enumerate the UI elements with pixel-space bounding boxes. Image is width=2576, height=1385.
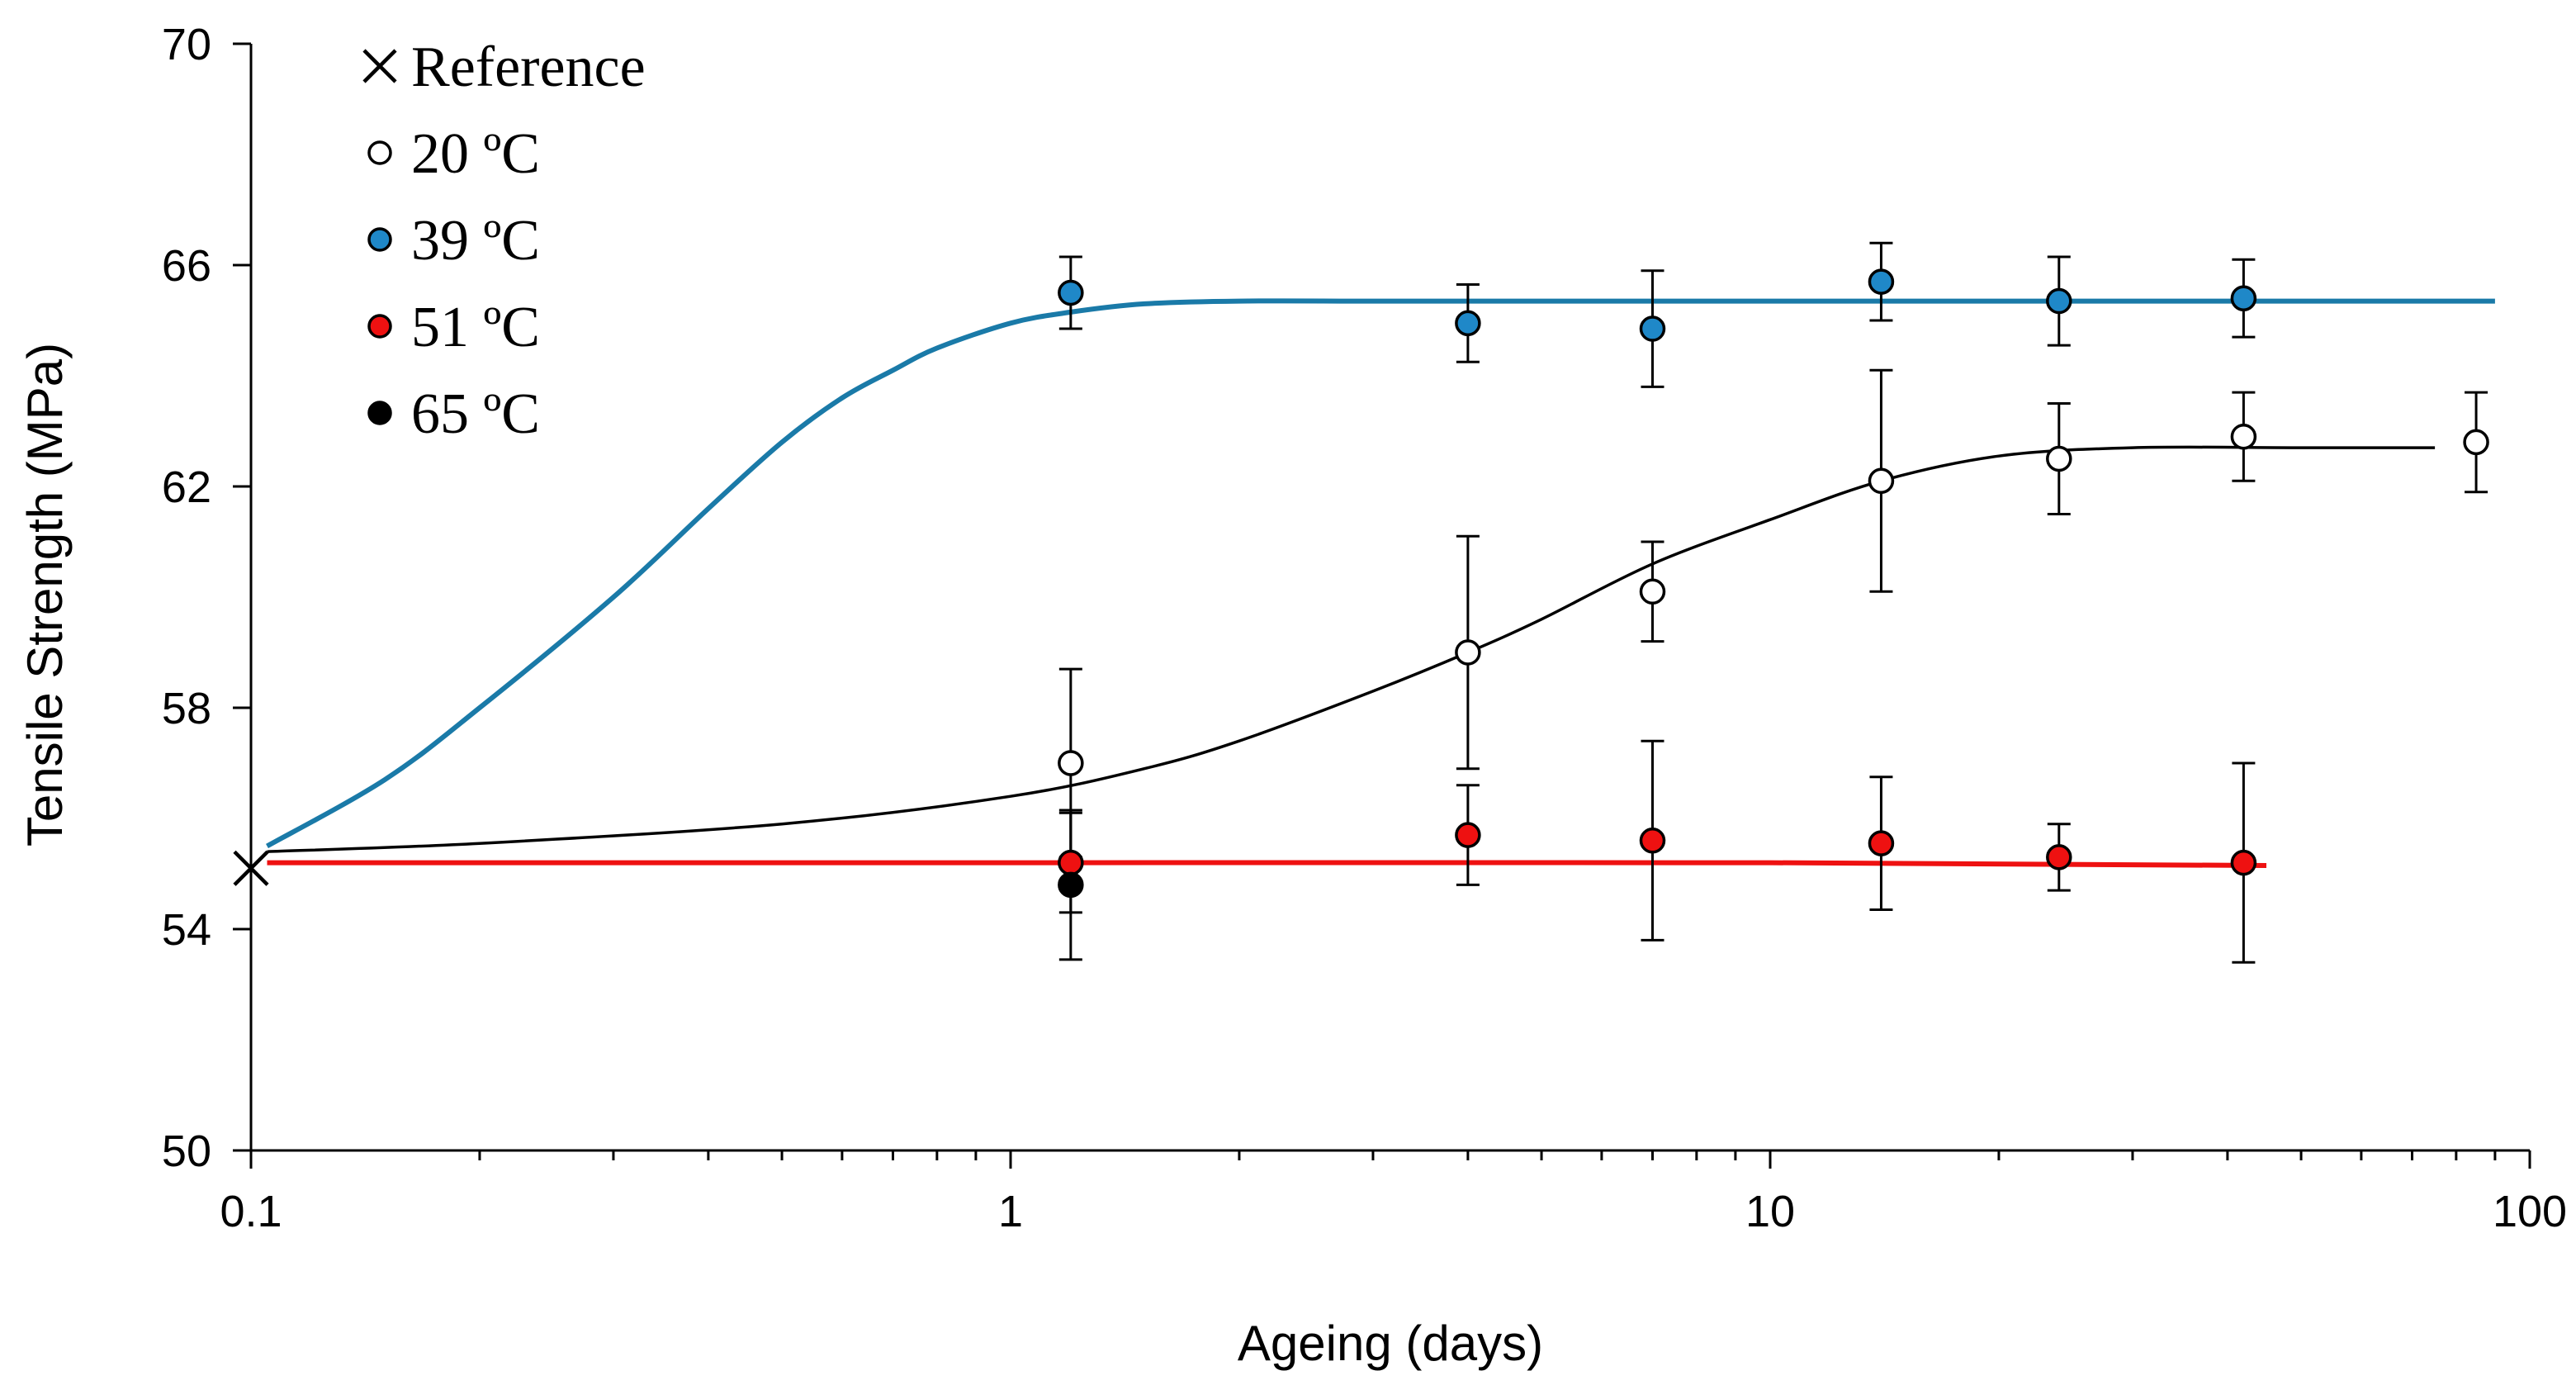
legend-item: 39 ºC	[367, 209, 540, 273]
x-axis-title: Ageing (days)	[1238, 1316, 1543, 1371]
y-tick-label: 62	[162, 462, 211, 512]
reference-marker	[233, 850, 269, 886]
legend-marker-x	[362, 49, 397, 83]
ticks: 50 54 58 62 66 70 0.1 1 10 100	[162, 20, 2567, 1236]
data-point	[1058, 849, 1084, 876]
data-point	[2230, 285, 2257, 311]
data-point	[1639, 828, 1666, 854]
data-point	[2046, 844, 2072, 870]
y-tick-label: 66	[162, 241, 211, 291]
legend-marker	[367, 314, 392, 339]
x-tick-label: 1	[998, 1187, 1023, 1236]
data-point	[2463, 429, 2489, 456]
legend-label: 51 ºC	[411, 296, 540, 359]
y-tick-label: 54	[162, 905, 211, 955]
error-bars	[1058, 241, 2488, 964]
fit-curves	[266, 298, 2495, 868]
data-point	[2046, 445, 2072, 472]
axes	[249, 44, 2530, 1152]
x-tick-label: 10	[1745, 1187, 1795, 1236]
x-tick-label: 100	[2493, 1187, 2567, 1236]
data-point	[1455, 639, 1481, 666]
data-point	[1868, 467, 1895, 495]
legend-item: Reference	[362, 36, 646, 99]
legend-item: 51 ºC	[367, 296, 540, 359]
legend-label: Reference	[411, 36, 646, 99]
legend-item: 65 ºC	[367, 382, 540, 446]
fit-curve-series-0	[267, 445, 2436, 853]
x-tick-label: 0.1	[220, 1187, 282, 1236]
data-point	[1058, 279, 1084, 306]
data-point	[2230, 423, 2257, 450]
legend-label: 39 ºC	[411, 209, 540, 273]
data-point	[1058, 871, 1084, 899]
legend: Reference 20 ºC 39 ºC 51 ºC 65 ºC	[362, 36, 646, 446]
data-point	[1455, 310, 1481, 337]
legend-item: 20 ºC	[367, 122, 540, 186]
data-point	[1455, 822, 1481, 848]
y-axis-title: Tensile Strength (MPa)	[17, 343, 73, 847]
legend-marker	[367, 140, 392, 165]
data-point	[1868, 830, 1895, 856]
y-tick-label: 58	[162, 684, 211, 733]
data-point	[2230, 849, 2257, 876]
legend-label: 65 ºC	[411, 382, 540, 446]
data-point	[2046, 287, 2072, 315]
data-point	[1058, 750, 1084, 776]
legend-marker	[367, 401, 392, 425]
y-tick-label: 70	[162, 20, 211, 69]
data-point	[1639, 578, 1666, 605]
data-points	[1058, 268, 2489, 899]
fit-curve-series-1	[266, 298, 2495, 849]
reference-x-stroke	[233, 850, 269, 886]
y-tick-label: 50	[162, 1126, 211, 1176]
legend-marker	[367, 227, 392, 252]
legend-label: 20 ºC	[411, 122, 540, 186]
fit-curve-series-2	[267, 860, 2267, 868]
data-point	[1639, 315, 1666, 342]
data-point	[1868, 268, 1895, 295]
